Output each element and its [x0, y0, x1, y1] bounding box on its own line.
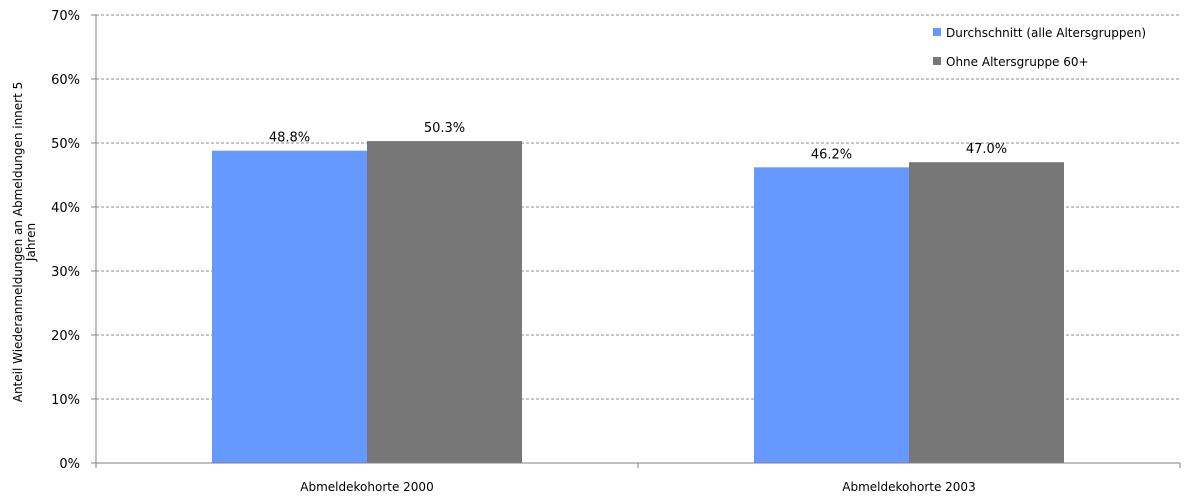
data-label: 48.8% [269, 131, 310, 146]
y-axis-label-line-2: Jahren [24, 223, 38, 262]
y-tick-label: 40% [51, 201, 80, 216]
legend-swatch [933, 57, 941, 65]
legend-label: Ohne Altersgruppe 60+ [946, 55, 1089, 69]
legend: Durchschnitt (alle Altersgruppen) Ohne Al… [933, 26, 1146, 69]
x-axis-ticks [95, 463, 1181, 468]
bar [212, 150, 367, 463]
bar [367, 141, 522, 463]
y-tick-label: 10% [51, 393, 80, 408]
bar [909, 162, 1064, 463]
category-label: Abmeldekohorte 2003 [842, 480, 975, 494]
category-label: Abmeldekohorte 2000 [300, 480, 433, 494]
data-labels: 48.8% 50.3% 46.2% 47.0% [269, 121, 1007, 162]
category-labels: Abmeldekohorte 2000 Abmeldekohorte 2003 [300, 480, 975, 494]
y-tick-label: 30% [51, 265, 80, 280]
y-tick-label: 60% [51, 73, 80, 88]
legend-label: Durchschnitt (alle Altersgruppen) [946, 26, 1146, 40]
data-label: 50.3% [424, 121, 465, 136]
legend-swatch [933, 28, 941, 36]
y-tick-label: 70% [51, 9, 80, 24]
bar [754, 167, 909, 463]
y-axis-label-line-1: Anteil Wiederanmeldungen an Abmeldungen … [11, 82, 25, 403]
y-axis-label: Anteil Wiederanmeldungen an Abmeldungen … [11, 82, 38, 403]
y-tick-label: 20% [51, 329, 80, 344]
data-label: 47.0% [966, 142, 1007, 157]
bars [212, 141, 1064, 463]
y-tick-label: 50% [51, 137, 80, 152]
y-tick-label: 0% [59, 457, 80, 472]
data-label: 46.2% [811, 147, 852, 162]
y-axis-ticks: 0% 10% 20% 30% 40% 50% 60% 70% [51, 9, 96, 472]
